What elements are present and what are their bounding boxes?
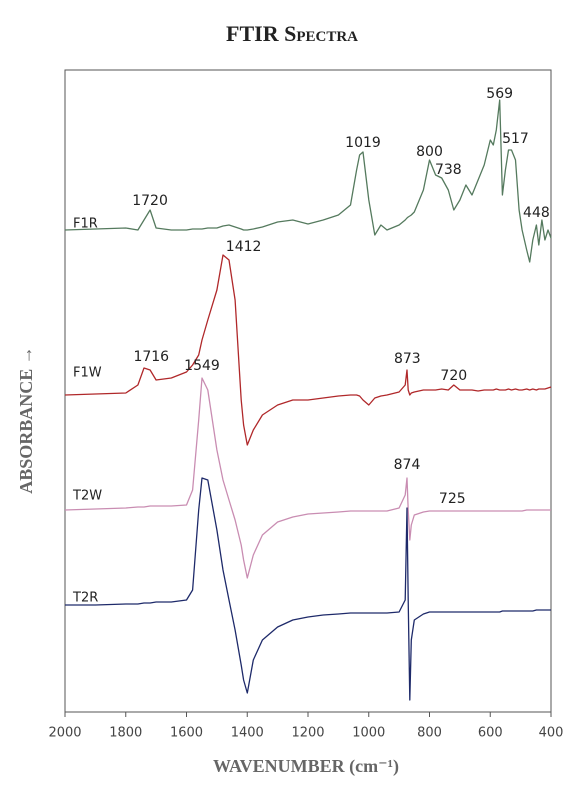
x-tick-label: 2000: [48, 726, 81, 741]
peak-label: 517: [502, 131, 529, 147]
spectrum-line: [64, 377, 551, 579]
series-label: T2W: [72, 489, 102, 504]
spectrum-line: [65, 477, 551, 701]
spectrum-line: [64, 254, 552, 446]
peak-label: 569: [486, 86, 513, 102]
x-tick-label: 1400: [231, 726, 264, 741]
series-label: F1R: [73, 217, 98, 232]
spectrum-line: [64, 99, 552, 263]
peak-label: 1549: [184, 358, 220, 374]
x-axis-title: WAVENUMBER (cm⁻¹): [213, 756, 399, 777]
peak-label: 448: [523, 205, 550, 221]
x-tick-label: 1800: [109, 726, 142, 741]
peak-label: 1019: [345, 135, 381, 151]
chart-title: FTIR Spectra: [226, 21, 358, 46]
x-tick-label: 1000: [352, 726, 385, 741]
peak-label: 1716: [133, 349, 169, 365]
series-label: F1W: [73, 366, 102, 381]
peak-label: 720: [440, 368, 467, 384]
x-tick-label: 1600: [170, 726, 203, 741]
peak-label: 725: [439, 491, 466, 507]
peak-label: 800: [416, 144, 443, 160]
peak-label: 738: [435, 162, 462, 178]
peak-label: 1720: [132, 193, 168, 209]
series-label: T2R: [72, 591, 98, 606]
y-axis-title: ABSORBANCE →: [16, 346, 36, 494]
peak-label: 873: [394, 351, 421, 367]
x-tick-label: 400: [539, 726, 564, 741]
peak-label: 874: [394, 457, 421, 473]
x-tick-label: 600: [478, 726, 503, 741]
x-tick-label: 800: [417, 726, 442, 741]
peak-label: 1412: [226, 239, 262, 255]
x-tick-label: 1200: [291, 726, 324, 741]
